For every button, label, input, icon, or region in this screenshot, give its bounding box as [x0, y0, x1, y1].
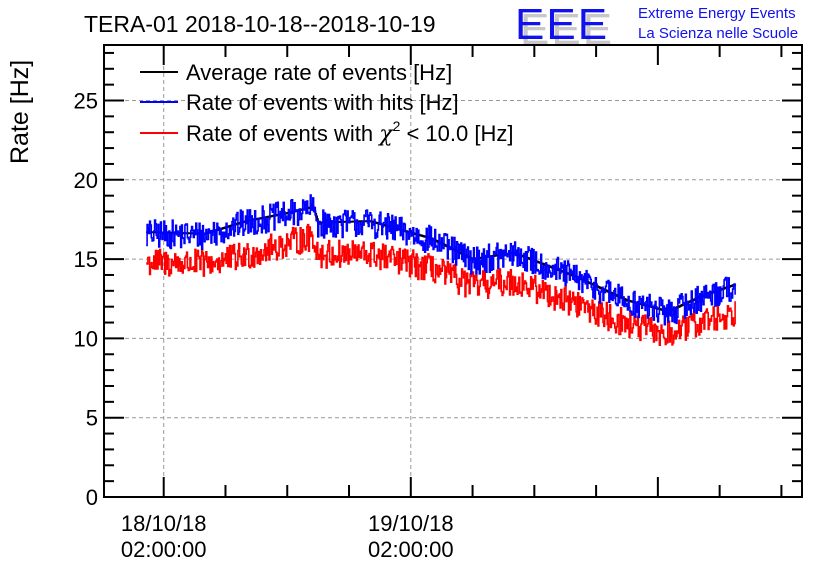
y-tick-label: 5: [86, 406, 98, 431]
chart-title: TERA-01 2018-10-18--2018-10-19: [84, 11, 436, 37]
y-tick-label: 20: [74, 168, 98, 193]
logo-line-1: Extreme Energy Events: [638, 5, 796, 22]
legend-label-chi2: Rate of events with χ2 < 10.0 [Hz]: [186, 118, 513, 147]
legend-label-hits: Rate of events with hits [Hz]: [186, 90, 459, 115]
x-tick-label-date: 18/10/18: [121, 511, 207, 536]
plot-frame: [103, 44, 803, 498]
x-tick-label-date: 19/10/18: [368, 511, 454, 536]
series-line-chi2: [146, 223, 736, 346]
y-tick-label: 0: [86, 485, 98, 510]
x-tick-label-time: 02:00:00: [368, 537, 454, 562]
axes: [103, 44, 803, 498]
series-line-hits: [146, 194, 736, 326]
series-layer: [146, 194, 737, 346]
eee-logo: EEE EEE Extreme Energy Events La Scienza…: [515, 0, 798, 54]
tick-labels: 051015202518/10/1802:00:0019/10/1802:00:…: [74, 89, 454, 562]
logo-line-2: La Scienza nelle Scuole: [638, 25, 798, 42]
y-tick-label: 25: [74, 89, 98, 114]
y-axis-title: Rate [Hz]: [6, 60, 34, 164]
y-tick-label: 10: [74, 326, 98, 351]
logo-mark: EEE: [515, 0, 609, 49]
y-tick-label: 15: [74, 247, 98, 272]
x-tick-label-time: 02:00:00: [121, 537, 207, 562]
legend: Average rate of events [Hz] Rate of even…: [140, 60, 513, 147]
legend-label-average: Average rate of events [Hz]: [186, 60, 452, 85]
